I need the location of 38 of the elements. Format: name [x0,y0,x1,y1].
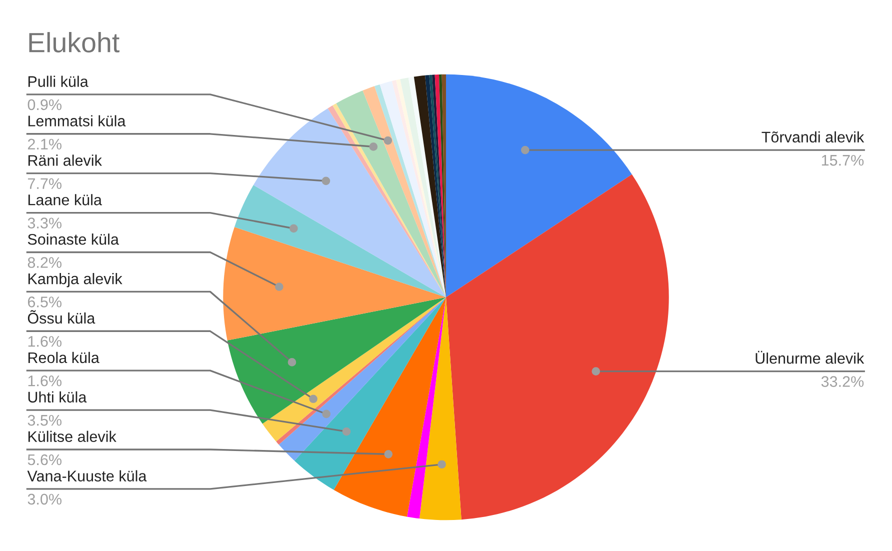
data-label: 33.2% [821,376,864,387]
slice-label: Õssu küla [28,310,96,324]
slice-label: Kambja alevik [28,272,122,288]
pie-slice [446,174,669,520]
data-label: 3.3% [28,218,62,228]
pie-slice [253,108,446,298]
pie-slice [406,297,446,519]
data-label: 2.1% [28,138,62,150]
chart-title: Elukoht [29,32,120,52]
data-label: 15.7% [822,154,864,166]
slice-label: Ülenurme alevik [756,350,864,364]
pie-slice [294,297,446,490]
slice-label: Reola küla [28,352,100,364]
slice-label: Räni alevik [28,154,102,166]
slice-label: Külitse alevik [28,430,116,442]
pie-slice [425,75,446,298]
data-label: 3.0% [28,494,62,505]
slice-label: Uhti küla [28,391,87,403]
slice-label: Lemmatsi küla [28,115,126,126]
slice-label: Pulli küla [28,76,88,87]
pie-slice [334,297,446,517]
data-label: 7.7% [28,178,62,189]
data-label: 6.5% [28,296,62,308]
data-label: 5.6% [28,454,62,466]
pie-slice [223,227,446,340]
data-label: 1.6% [28,336,62,347]
data-label: 8.2% [28,257,62,268]
pie-slice [234,185,446,298]
data-label: 3.5% [28,414,62,426]
data-label: 1.6% [28,375,62,386]
pie-slice [227,297,446,424]
pie-slice [446,74,632,298]
slice-label: Vana-Kuuste küla [27,470,147,482]
pie-slice [419,297,462,520]
slice-label: Soinaste küla [28,234,119,245]
data-label: 0.9% [28,99,62,110]
slice-label: Laane küla [28,194,102,206]
slice-label: Tõrvandi alevik [762,131,864,143]
